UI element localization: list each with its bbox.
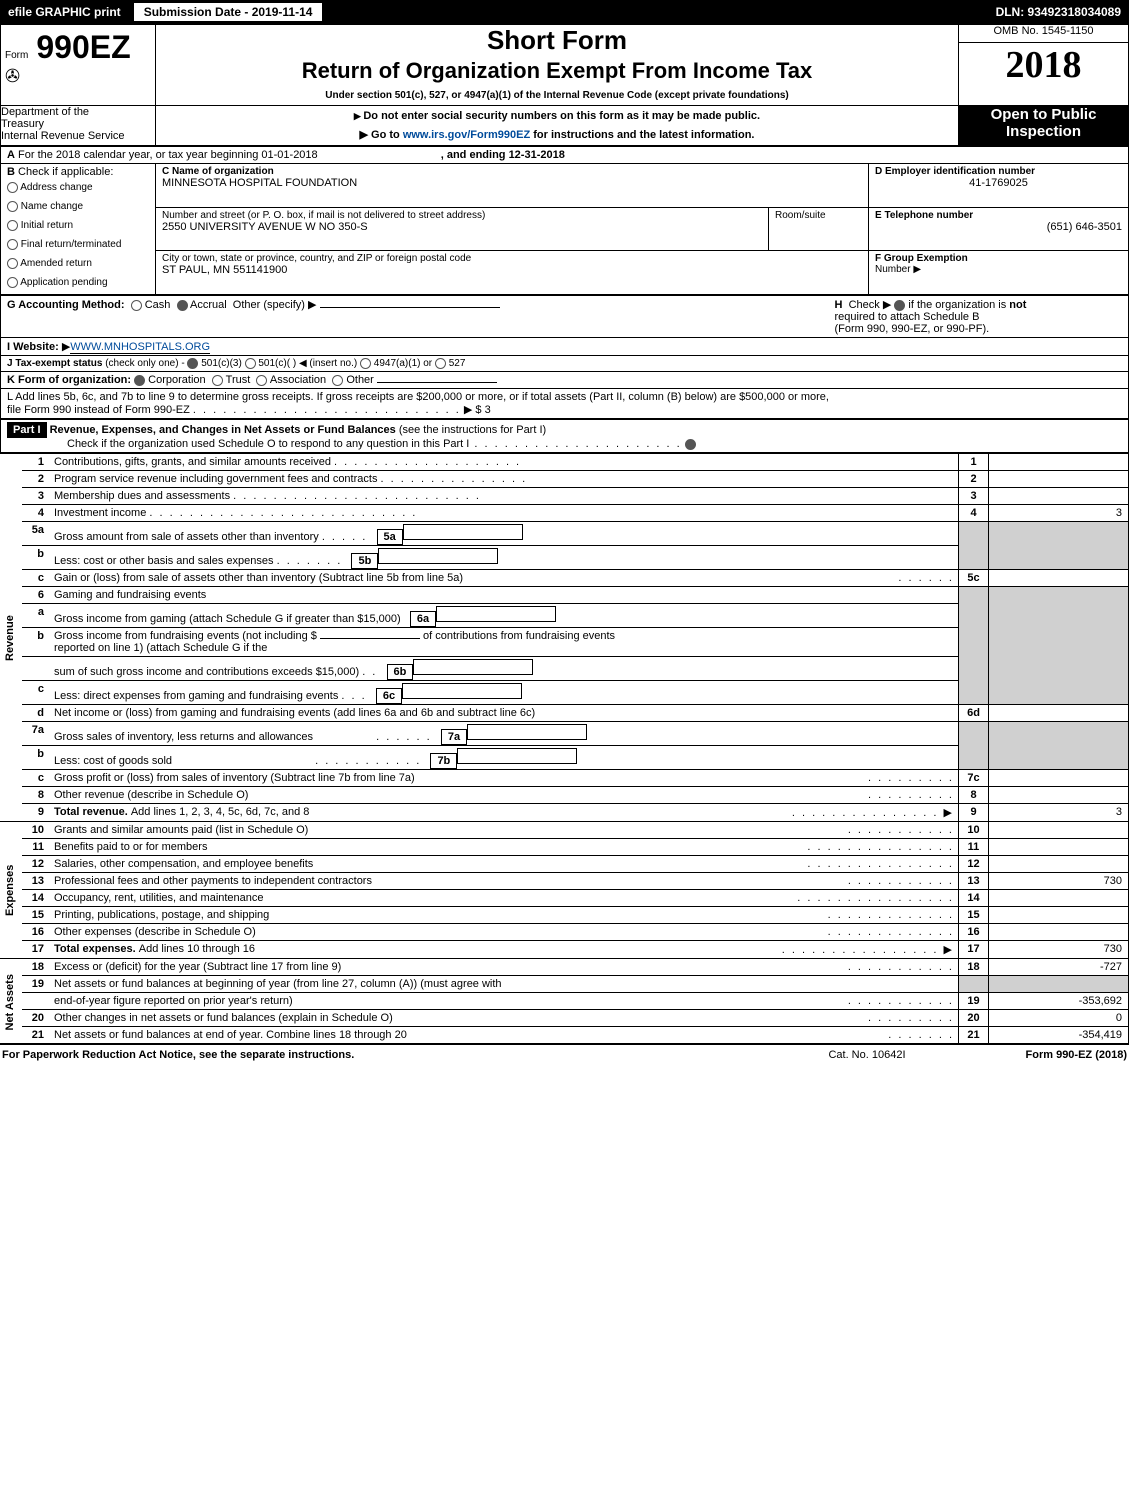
- dept-line2: Treasury: [1, 118, 155, 130]
- ghijk-block: G Accounting Method: Cash Accrual Other …: [0, 295, 1129, 419]
- website-link[interactable]: WWW.MNHOSPITALS.ORG: [70, 341, 210, 354]
- warning-text: Do not enter social security numbers on …: [160, 110, 954, 122]
- b-label: Check if applicable:: [18, 166, 113, 178]
- subtitle: Under section 501(c), 527, or 4947(a)(1)…: [156, 86, 958, 105]
- return-title: Return of Organization Exempt From Incom…: [156, 56, 958, 86]
- short-form-title: Short Form: [156, 25, 958, 56]
- chk-schedule-o[interactable]: [685, 439, 696, 450]
- line-9-value: 3: [989, 804, 1129, 822]
- part-i-header: Part I Revenue, Expenses, and Changes in…: [0, 419, 1129, 453]
- k-label: K Form of organization:: [7, 374, 131, 386]
- line-a-ending: , and ending 12-31-2018: [441, 149, 565, 161]
- line-20-value: 0: [989, 1010, 1129, 1027]
- cat-no: Cat. No. 10642I: [828, 1049, 905, 1061]
- telephone: (651) 646-3501: [875, 221, 1122, 233]
- f-label2: Number: [875, 264, 911, 275]
- entity-block: A For the 2018 calendar year, or tax yea…: [0, 146, 1129, 295]
- chk-pending[interactable]: Application pending: [7, 273, 149, 292]
- chk-cash[interactable]: [131, 300, 142, 311]
- city-state-zip: ST PAUL, MN 551141900: [162, 264, 862, 276]
- line-17-value: 730: [989, 941, 1129, 959]
- goto-text: ▶ Go to www.irs.gov/Form990EZ for instru…: [160, 128, 954, 141]
- efile-label[interactable]: efile GRAPHIC print: [0, 3, 129, 21]
- g-label: G Accounting Method:: [7, 299, 125, 311]
- room-suite-label: Room/suite: [769, 207, 869, 251]
- netassets-label: Net Assets: [0, 959, 22, 1045]
- chk-name[interactable]: Name change: [7, 197, 149, 216]
- tax-year: 2018: [959, 43, 1129, 106]
- pra-notice: For Paperwork Reduction Act Notice, see …: [2, 1049, 354, 1061]
- line-13-value: 730: [989, 873, 1129, 890]
- l-amount: $ 3: [475, 404, 490, 416]
- part-instr: (see the instructions for Part I): [399, 424, 546, 436]
- chk-amended[interactable]: Amended return: [7, 254, 149, 273]
- open-to-public: Open to PublicInspection: [959, 106, 1129, 146]
- dept-line3: Internal Revenue Service: [1, 130, 155, 142]
- chk-accrual[interactable]: [177, 300, 188, 311]
- lines-table: Revenue 1Contributions, gifts, grants, a…: [0, 453, 1129, 1045]
- chk-h[interactable]: [894, 300, 905, 311]
- chk-address[interactable]: Address change: [7, 178, 149, 197]
- ein: 41-1769025: [875, 177, 1122, 189]
- j-label: J Tax-exempt status: [7, 358, 102, 369]
- line-4-value: 3: [989, 505, 1129, 522]
- footer: For Paperwork Reduction Act Notice, see …: [0, 1045, 1129, 1065]
- line-a: For the 2018 calendar year, or tax year …: [18, 149, 318, 161]
- irs-link[interactable]: www.irs.gov/Form990EZ: [403, 129, 530, 141]
- org-name: MINNESOTA HOSPITAL FOUNDATION: [162, 177, 862, 189]
- d-label: D Employer identification number: [875, 166, 1035, 177]
- omb-number: OMB No. 1545-1150: [959, 25, 1129, 43]
- chk-final[interactable]: Final return/terminated: [7, 235, 149, 254]
- chk-initial[interactable]: Initial return: [7, 216, 149, 235]
- revenue-label: Revenue: [0, 454, 22, 822]
- line-19-value: -353,692: [989, 993, 1129, 1010]
- form-header-table: Form990EZ ✇ Short Form Return of Organiz…: [0, 24, 1129, 146]
- addr-label: Number and street (or P. O. box, if mail…: [162, 210, 762, 221]
- line-21-value: -354,419: [989, 1027, 1129, 1045]
- part-check-text: Check if the organization used Schedule …: [67, 438, 469, 450]
- city-label: City or town, state or province, country…: [162, 253, 862, 264]
- form-number: 990EZ: [28, 25, 138, 69]
- top-bar: efile GRAPHIC print Submission Date - 20…: [0, 0, 1129, 24]
- form-ref: Form 990-EZ (2018): [1026, 1049, 1127, 1061]
- c-label: C Name of organization: [162, 166, 274, 177]
- dln: DLN: 93492318034089: [988, 3, 1129, 21]
- part-label: Part I: [7, 422, 47, 438]
- part-title: Revenue, Expenses, and Changes in Net As…: [50, 424, 396, 436]
- l-text: L Add lines 5b, 6c, and 7b to line 9 to …: [7, 391, 829, 403]
- street-address: 2550 UNIVERSITY AVENUE W NO 350-S: [162, 221, 762, 233]
- form-prefix: Form: [5, 50, 28, 61]
- e-label: E Telephone number: [875, 210, 973, 221]
- i-label: I Website:: [7, 341, 59, 353]
- line-18-value: -727: [989, 959, 1129, 976]
- f-label: F Group Exemption: [875, 253, 968, 264]
- dept-line1: Department of the: [1, 106, 155, 118]
- submission-date: Submission Date - 2019-11-14: [133, 2, 324, 22]
- expenses-label: Expenses: [0, 822, 22, 959]
